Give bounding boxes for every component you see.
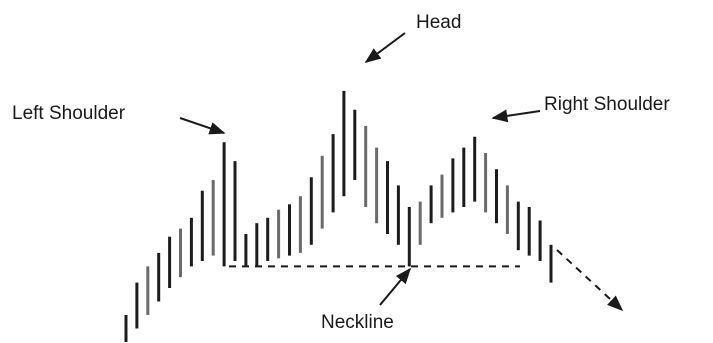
- neckline-label: Neckline: [321, 312, 394, 333]
- left-shoulder-label: Left Shoulder: [12, 103, 126, 124]
- left-shoulder-arrow: [179, 117, 226, 135]
- head-arrow: [364, 32, 406, 63]
- neckline-arrow: [379, 267, 412, 306]
- head-label: Head: [416, 12, 461, 33]
- price-bars: [124, 90, 553, 342]
- right-shoulder-arrow: [491, 109, 541, 123]
- breakdown-arrow: [556, 249, 624, 312]
- right-shoulder-label: Right Shoulder: [544, 94, 670, 115]
